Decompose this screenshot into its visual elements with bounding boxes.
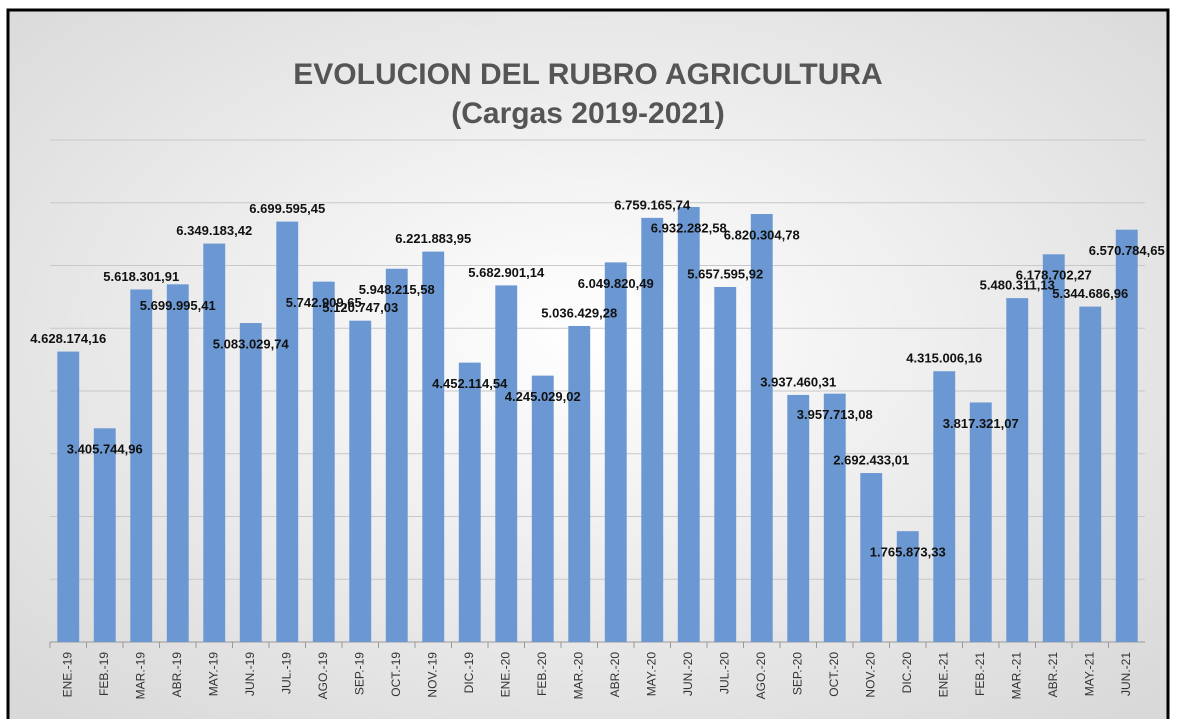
x-tick-label: FEB.-19 bbox=[97, 652, 111, 696]
x-tick-label: MAY.-19 bbox=[206, 652, 220, 697]
bar bbox=[385, 268, 408, 642]
x-tick-label: FEB.-20 bbox=[535, 652, 549, 696]
value-label: 5.480.311,13 bbox=[980, 278, 1055, 293]
value-label: 5.083.029,74 bbox=[213, 336, 290, 351]
bar bbox=[422, 251, 445, 642]
value-label: 4.452.114,54 bbox=[432, 376, 508, 391]
value-label: 5.657.595,92 bbox=[687, 266, 763, 281]
value-label: 6.178.702,27 bbox=[1016, 268, 1092, 283]
bar bbox=[750, 214, 773, 642]
chart-subtitle: (Cargas 2019-2021) bbox=[451, 97, 725, 130]
bar bbox=[203, 243, 226, 642]
value-label: 5.742.909,65 bbox=[286, 295, 362, 310]
value-label: 6.221.883,95 bbox=[395, 231, 471, 246]
bar bbox=[349, 320, 372, 642]
value-label: 3.957.713,08 bbox=[797, 407, 873, 422]
value-label: 5.948.215,58 bbox=[359, 282, 435, 297]
value-label: 5.120.747,03 bbox=[322, 300, 398, 315]
bar bbox=[1079, 306, 1102, 642]
value-label: 5.036.429,28 bbox=[541, 305, 617, 320]
x-tick-label: AGO.-19 bbox=[316, 652, 330, 700]
bar bbox=[166, 284, 189, 642]
value-label: 3.817.321,07 bbox=[943, 416, 1019, 431]
value-label: 6.049.820,49 bbox=[578, 276, 654, 291]
value-label: 1.765.873,33 bbox=[870, 545, 946, 560]
x-tick-label: ABR.-21 bbox=[1046, 652, 1060, 698]
x-tick-label: MAR.-20 bbox=[571, 652, 585, 700]
bar bbox=[641, 217, 664, 642]
bar bbox=[130, 289, 153, 642]
value-label: 5.699.995,41 bbox=[140, 298, 216, 313]
value-label: 5.682.901,14 bbox=[468, 265, 545, 280]
bar bbox=[57, 351, 80, 642]
bar bbox=[495, 285, 518, 642]
bar bbox=[1006, 298, 1029, 642]
bar bbox=[276, 221, 299, 642]
x-tick-label: DIC.-20 bbox=[900, 652, 914, 694]
value-label: 3.937.460,31 bbox=[760, 374, 836, 389]
bar bbox=[1115, 229, 1138, 642]
x-tick-label: MAY.-20 bbox=[644, 652, 658, 697]
bar bbox=[458, 362, 481, 642]
x-tick-label: OCT.-20 bbox=[827, 652, 841, 697]
x-tick-label: JUL.-19 bbox=[279, 652, 293, 694]
value-label: 6.570.784,65 bbox=[1089, 243, 1165, 258]
value-label: 5.344.686,96 bbox=[1052, 286, 1128, 301]
value-label: 6.820.304,78 bbox=[724, 227, 800, 242]
x-tick-label: MAR.-21 bbox=[1009, 652, 1023, 700]
value-label: 5.618.301,91 bbox=[103, 269, 179, 284]
bar bbox=[1042, 254, 1065, 642]
x-tick-label: MAR.-19 bbox=[133, 652, 147, 700]
bar bbox=[787, 394, 810, 642]
bar bbox=[531, 375, 554, 642]
x-tick-label: MAY.-21 bbox=[1082, 652, 1096, 697]
value-label: 4.245.029,02 bbox=[505, 389, 581, 404]
bar bbox=[714, 286, 737, 642]
value-label: 2.692.433,01 bbox=[833, 452, 909, 467]
chart-title: EVOLUCION DEL RUBRO AGRICULTURA bbox=[293, 58, 882, 91]
value-label: 3.405.744,96 bbox=[67, 442, 143, 457]
x-tick-label: ENE.-21 bbox=[936, 652, 950, 698]
bar bbox=[312, 281, 335, 642]
value-label: 4.315.006,16 bbox=[906, 351, 982, 366]
x-tick-label: NOV.-20 bbox=[863, 652, 877, 698]
bar bbox=[239, 323, 262, 642]
value-label: 6.932.282,58 bbox=[651, 220, 727, 235]
bar bbox=[93, 428, 116, 642]
x-tick-label: DIC.-19 bbox=[462, 652, 476, 694]
bar bbox=[823, 393, 846, 642]
value-label: 6.699.595,45 bbox=[249, 201, 325, 216]
x-tick-label: ABR.-20 bbox=[608, 652, 622, 698]
bar bbox=[933, 371, 956, 642]
bar bbox=[604, 262, 627, 642]
bar bbox=[860, 473, 883, 642]
x-tick-label: JUN.-21 bbox=[1119, 652, 1133, 696]
x-tick-label: AGO.-20 bbox=[754, 652, 768, 700]
bar bbox=[969, 402, 992, 642]
x-tick-label: FEB.-21 bbox=[973, 652, 987, 696]
x-tick-label: JUN.-19 bbox=[243, 652, 257, 696]
x-tick-label: SEP.-19 bbox=[352, 652, 366, 695]
x-tick-label: ENE.-20 bbox=[498, 652, 512, 698]
value-label: 4.628.174,16 bbox=[30, 331, 106, 346]
bar bbox=[677, 206, 700, 642]
x-tick-label: OCT.-19 bbox=[389, 652, 403, 697]
x-tick-label: JUN.-20 bbox=[681, 652, 695, 696]
value-label: 6.349.183,42 bbox=[176, 223, 252, 238]
x-tick-label: ENE.-19 bbox=[60, 652, 74, 698]
bar bbox=[896, 531, 919, 642]
value-label: 6.759.165,74 bbox=[614, 197, 691, 212]
bar bbox=[568, 325, 591, 642]
x-tick-label: NOV.-19 bbox=[425, 652, 439, 698]
x-tick-label: SEP.-20 bbox=[790, 652, 804, 695]
x-tick-label: ABR.-19 bbox=[170, 652, 184, 698]
x-tick-label: JUL.-20 bbox=[717, 652, 731, 694]
